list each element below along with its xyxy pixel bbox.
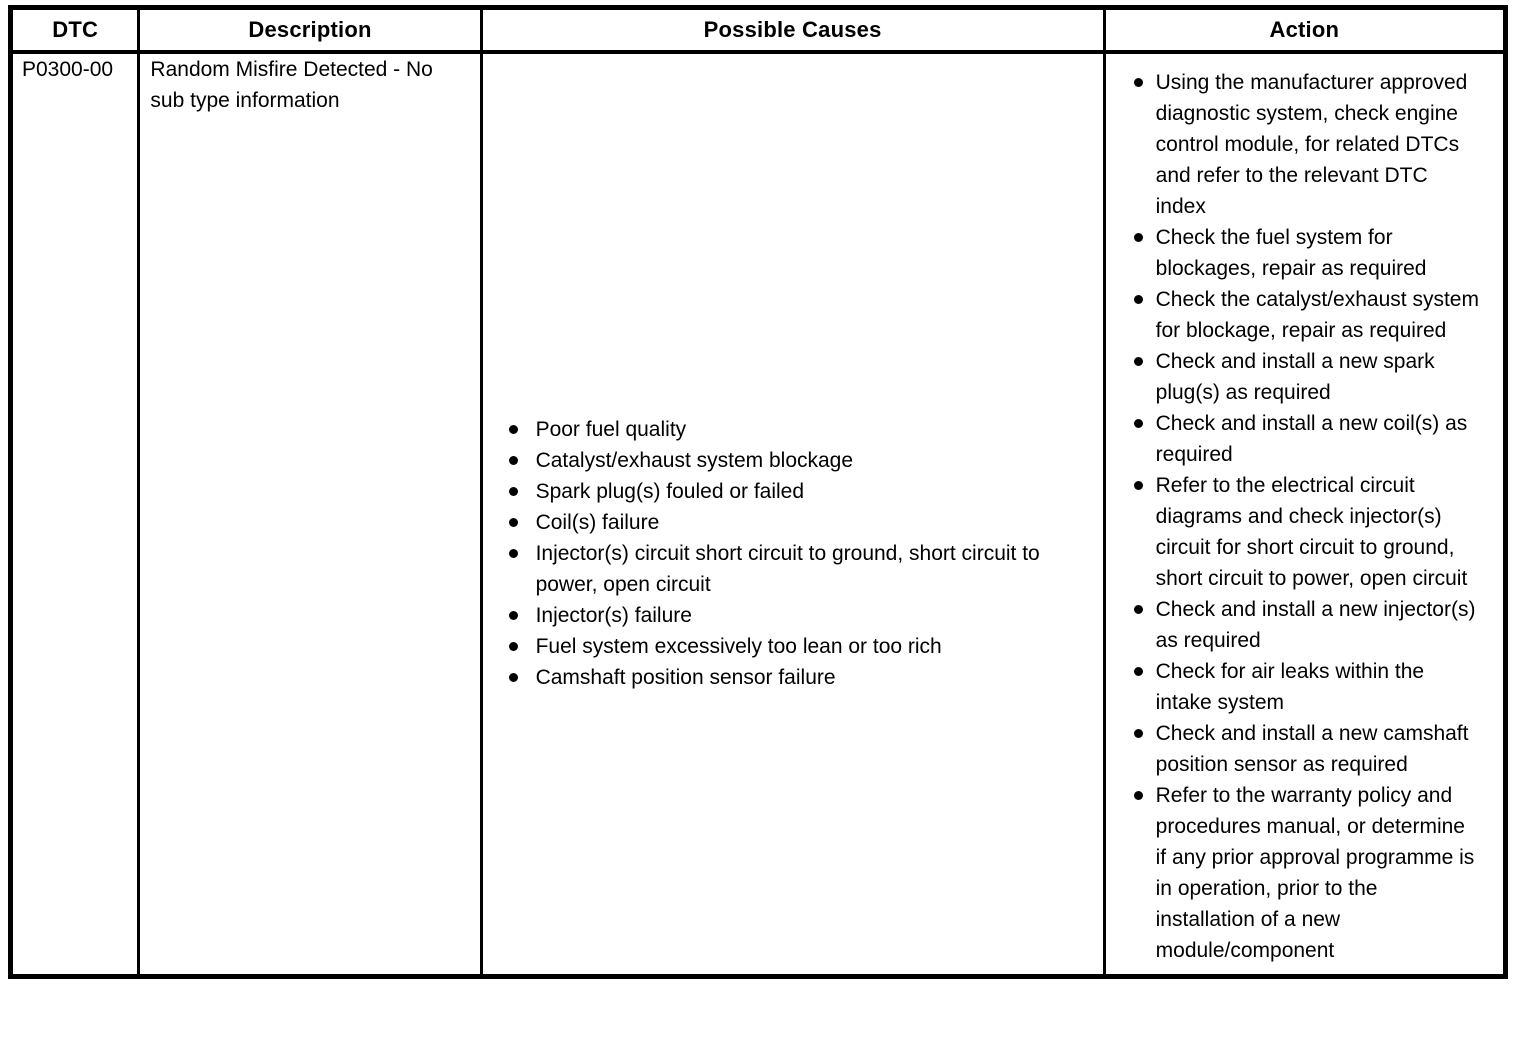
- table-header: DTC Description Possible Causes Action: [8, 7, 1508, 54]
- list-item: Camshaft position sensor failure: [508, 662, 1093, 693]
- list-item: Coil(s) failure: [508, 507, 1093, 538]
- dtc-code-value: P0300-00: [22, 58, 114, 81]
- list-item: Check and install a new camshaft positio…: [1133, 718, 1481, 780]
- column-header-action: Action: [1102, 7, 1508, 54]
- possible-causes-list: Poor fuel quality Catalyst/exhaust system…: [508, 414, 1093, 693]
- action-list: Using the manufacturer approved diagnost…: [1133, 67, 1481, 966]
- list-item: Refer to the electrical circuit diagrams…: [1133, 470, 1481, 594]
- possible-causes-block: Poor fuel quality Catalyst/exhaust system…: [483, 54, 1103, 703]
- list-item: Injector(s) failure: [508, 600, 1093, 631]
- list-item: Poor fuel quality: [508, 414, 1093, 445]
- list-item: Injector(s) circuit short circuit to gro…: [508, 538, 1093, 600]
- list-item: Fuel system excessively too lean or too …: [508, 631, 1093, 662]
- cell-dtc: P0300-00: [8, 52, 141, 977]
- list-item: Catalyst/exhaust system blockage: [508, 445, 1093, 476]
- list-item: Check for air leaks within the intake sy…: [1133, 656, 1481, 718]
- list-item: Refer to the warranty policy and procedu…: [1133, 780, 1481, 966]
- column-header-possible-causes: Possible Causes: [479, 7, 1106, 54]
- list-item: Check and install a new injector(s) as r…: [1133, 594, 1481, 656]
- list-item: Check and install a new spark plug(s) as…: [1133, 346, 1481, 408]
- list-item: Spark plug(s) fouled or failed: [508, 476, 1093, 507]
- list-item: Check the fuel system for blockages, rep…: [1133, 222, 1481, 284]
- action-block: Using the manufacturer approved diagnost…: [1106, 54, 1503, 974]
- list-item: Using the manufacturer approved diagnost…: [1133, 67, 1481, 222]
- list-item: Check and install a new coil(s) as requi…: [1133, 408, 1481, 470]
- table-body: P0300-00 Random Misfire Detected - No su…: [8, 52, 1508, 977]
- list-item: Check the catalyst/exhaust system for bl…: [1133, 284, 1481, 346]
- column-header-dtc: DTC: [8, 7, 141, 54]
- cell-action: Using the manufacturer approved diagnost…: [1102, 52, 1508, 977]
- header-row: DTC Description Possible Causes Action: [8, 7, 1508, 54]
- cell-possible-causes: Poor fuel quality Catalyst/exhaust system…: [479, 52, 1106, 977]
- table-row: P0300-00 Random Misfire Detected - No su…: [8, 52, 1508, 977]
- column-header-description: Description: [137, 7, 483, 54]
- cell-description: Random Misfire Detected - No sub type in…: [137, 52, 483, 977]
- dtc-table: DTC Description Possible Causes Action P…: [8, 5, 1508, 979]
- description-value: Random Misfire Detected - No sub type in…: [150, 58, 433, 112]
